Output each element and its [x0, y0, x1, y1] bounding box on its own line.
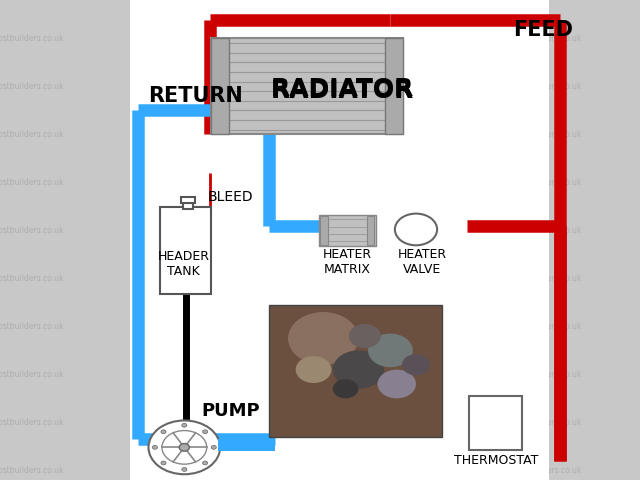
Text: locostbuilders.co.uk: locostbuilders.co.uk — [0, 130, 64, 139]
Circle shape — [152, 445, 157, 449]
FancyBboxPatch shape — [130, 0, 549, 480]
FancyBboxPatch shape — [469, 396, 522, 450]
FancyBboxPatch shape — [211, 38, 229, 134]
Text: locostbuilders.co.uk: locostbuilders.co.uk — [160, 178, 237, 187]
Text: locostbuilders.co.uk: locostbuilders.co.uk — [506, 34, 582, 43]
Text: locostbuilders.co.uk: locostbuilders.co.uk — [506, 130, 582, 139]
Text: locostbuilders.co.uk: locostbuilders.co.uk — [0, 322, 64, 331]
Text: locostbuilders.co.uk: locostbuilders.co.uk — [333, 418, 410, 427]
FancyBboxPatch shape — [269, 305, 442, 437]
FancyBboxPatch shape — [320, 216, 328, 245]
Text: locostbuilders.co.uk: locostbuilders.co.uk — [0, 34, 64, 43]
Text: locostbuilders.co.uk: locostbuilders.co.uk — [506, 226, 582, 235]
Text: locostbuilders.co.uk: locostbuilders.co.uk — [160, 418, 237, 427]
Text: THERMOSTAT: THERMOSTAT — [454, 454, 538, 468]
FancyBboxPatch shape — [211, 38, 403, 134]
Circle shape — [349, 324, 381, 348]
Circle shape — [161, 430, 166, 433]
Circle shape — [402, 354, 430, 375]
Circle shape — [203, 461, 208, 465]
Text: locostbuilders.co.uk: locostbuilders.co.uk — [0, 274, 64, 283]
Text: locostbuilders.co.uk: locostbuilders.co.uk — [333, 82, 410, 91]
Circle shape — [182, 468, 187, 471]
Text: locostbuilders.co.uk: locostbuilders.co.uk — [160, 274, 237, 283]
Text: locostbuilders.co.uk: locostbuilders.co.uk — [506, 418, 582, 427]
Text: locostbuilders.co.uk: locostbuilders.co.uk — [333, 34, 410, 43]
Circle shape — [378, 370, 416, 398]
Circle shape — [288, 312, 358, 365]
FancyBboxPatch shape — [367, 216, 374, 245]
Text: locostbuilders.co.uk: locostbuilders.co.uk — [0, 370, 64, 379]
Circle shape — [333, 350, 384, 389]
Text: locostbuilders.co.uk: locostbuilders.co.uk — [506, 370, 582, 379]
Text: RETURN: RETURN — [148, 86, 243, 106]
Circle shape — [179, 444, 189, 451]
Text: locostbuilders.co.uk: locostbuilders.co.uk — [0, 418, 64, 427]
FancyBboxPatch shape — [181, 197, 195, 203]
Circle shape — [395, 214, 437, 245]
Circle shape — [368, 334, 413, 367]
Text: locostbuilders.co.uk: locostbuilders.co.uk — [333, 226, 410, 235]
Text: locostbuilders.co.uk: locostbuilders.co.uk — [0, 178, 64, 187]
Text: locostbuilders.co.uk: locostbuilders.co.uk — [333, 130, 410, 139]
Text: locostbuilders.co.uk: locostbuilders.co.uk — [506, 322, 582, 331]
Text: HEADER
TANK: HEADER TANK — [157, 250, 209, 278]
Text: locostbuilders.co.uk: locostbuilders.co.uk — [160, 466, 237, 475]
FancyBboxPatch shape — [218, 439, 275, 451]
Text: locostbuilders.co.uk: locostbuilders.co.uk — [160, 34, 237, 43]
Text: locostbuilders.co.uk: locostbuilders.co.uk — [506, 178, 582, 187]
FancyBboxPatch shape — [160, 207, 211, 294]
Text: locostbuilders.co.uk: locostbuilders.co.uk — [506, 82, 582, 91]
Text: HEATER
MATRIX: HEATER MATRIX — [323, 248, 372, 276]
Text: locostbuilders.co.uk: locostbuilders.co.uk — [0, 466, 64, 475]
Text: BLEED: BLEED — [207, 190, 253, 204]
Circle shape — [203, 430, 208, 433]
Text: locostbuilders.co.uk: locostbuilders.co.uk — [506, 466, 582, 475]
Text: locostbuilders.co.uk: locostbuilders.co.uk — [333, 370, 410, 379]
FancyBboxPatch shape — [385, 38, 403, 134]
Text: locostbuilders.co.uk: locostbuilders.co.uk — [0, 226, 64, 235]
Text: PUMP: PUMP — [201, 402, 260, 420]
Circle shape — [333, 379, 358, 398]
Circle shape — [296, 356, 332, 383]
Text: locostbuilders.co.uk: locostbuilders.co.uk — [160, 322, 237, 331]
Text: locostbuilders.co.uk: locostbuilders.co.uk — [160, 130, 237, 139]
Text: locostbuilders.co.uk: locostbuilders.co.uk — [333, 322, 410, 331]
FancyBboxPatch shape — [319, 215, 376, 246]
Text: locostbuilders.co.uk: locostbuilders.co.uk — [160, 370, 237, 379]
Circle shape — [182, 423, 187, 427]
Text: FEED: FEED — [513, 20, 573, 40]
Text: HEATER
VALVE: HEATER VALVE — [398, 248, 447, 276]
Circle shape — [211, 445, 216, 449]
Text: RADIATOR: RADIATOR — [271, 77, 414, 101]
Text: locostbuilders.co.uk: locostbuilders.co.uk — [160, 226, 237, 235]
Text: locostbuilders.co.uk: locostbuilders.co.uk — [333, 274, 410, 283]
Text: RADIATOR: RADIATOR — [271, 79, 414, 103]
Text: locostbuilders.co.uk: locostbuilders.co.uk — [333, 466, 410, 475]
Text: locostbuilders.co.uk: locostbuilders.co.uk — [506, 274, 582, 283]
Text: locostbuilders.co.uk: locostbuilders.co.uk — [0, 82, 64, 91]
FancyBboxPatch shape — [183, 203, 193, 209]
Text: locostbuilders.co.uk: locostbuilders.co.uk — [333, 178, 410, 187]
Circle shape — [161, 461, 166, 465]
Text: locostbuilders.co.uk: locostbuilders.co.uk — [160, 82, 237, 91]
Circle shape — [148, 420, 220, 474]
